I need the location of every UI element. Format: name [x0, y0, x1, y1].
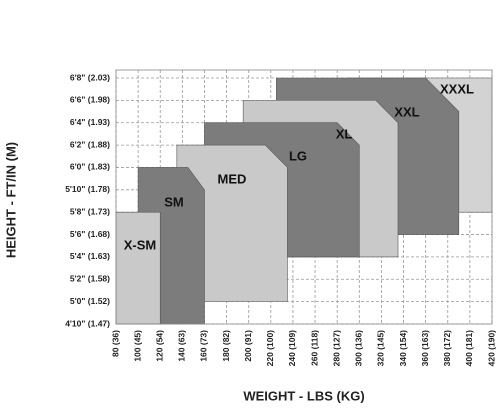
y-tick-label: 5'4" (1.63): [70, 251, 110, 261]
x-tick-label: 80 (36): [110, 330, 120, 357]
y-tick-label: 6'2" (1.88): [70, 139, 110, 149]
x-tick-label: 340 (154): [398, 330, 408, 367]
x-tick-label: 220 (100): [265, 330, 275, 367]
y-tick-label: 6'6" (1.98): [70, 95, 110, 105]
x-tick-label: 260 (118): [309, 330, 319, 366]
y-tick-label: 5'2" (1.58): [70, 274, 110, 284]
x-tick-label: 160 (73): [199, 330, 209, 362]
size-label: SM: [164, 194, 184, 209]
x-tick-label: 400 (181): [464, 330, 474, 367]
x-tick-label: 320 (145): [376, 330, 386, 367]
size-label: XXXL: [440, 81, 474, 96]
size-label: LG: [289, 148, 307, 163]
x-tick-label: 200 (91): [243, 330, 253, 362]
x-tick-label: 300 (136): [354, 330, 364, 367]
y-tick-label: 5'6" (1.68): [70, 229, 110, 239]
y-tick-label: 5'8" (1.73): [70, 206, 110, 216]
x-tick-label: 120 (54): [154, 330, 164, 362]
y-tick-label: 6'8" (2.03): [70, 72, 110, 82]
x-tick-label: 240 (109): [287, 330, 297, 367]
x-tick-label: 180 (82): [221, 330, 231, 362]
y-axis-label: HEIGHT - FT/IN (M): [3, 142, 18, 258]
x-tick-label: 100 (45): [132, 330, 142, 362]
size-label: XL: [336, 126, 353, 141]
x-tick-label: 380 (172): [442, 330, 452, 367]
y-tick-label: 6'4" (1.93): [70, 117, 110, 127]
x-axis-label: WEIGHT - LBS (KG): [243, 388, 364, 403]
y-tick-label: 6'0" (1.83): [70, 162, 110, 172]
size-label: MED: [218, 171, 247, 186]
size-label: XXL: [394, 104, 419, 119]
x-tick-label: 420 (190): [486, 330, 496, 367]
y-tick-label: 5'0" (1.52): [70, 296, 110, 306]
size-label: X-SM: [124, 237, 157, 252]
x-tick-label: 140 (63): [177, 330, 187, 362]
y-tick-label: 4'10" (1.47): [65, 318, 110, 328]
plot-frame: [115, 69, 493, 325]
x-tick-label: 280 (127): [331, 330, 341, 367]
size-region: [115, 211, 161, 325]
y-tick-label: 5'10" (1.78): [65, 184, 110, 194]
x-tick-label: 360 (163): [420, 330, 430, 367]
